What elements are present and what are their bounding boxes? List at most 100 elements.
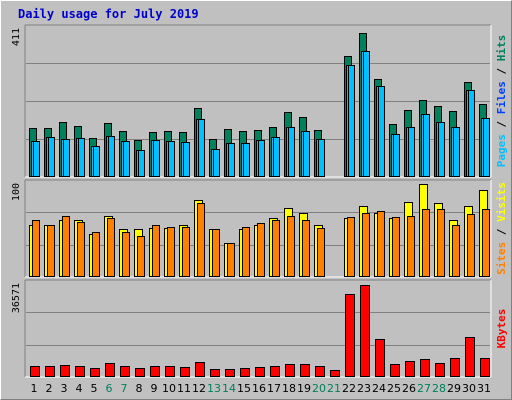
- sites-bar: [182, 227, 190, 277]
- pages-bar: [33, 141, 40, 177]
- sites-bar: [422, 209, 430, 277]
- pages-bar: [183, 142, 190, 177]
- kbytes-bar: [75, 366, 85, 377]
- chart-title: Daily usage for July 2019: [18, 7, 199, 21]
- sites-bar: [407, 216, 415, 277]
- x-tick-label: 20: [312, 382, 326, 395]
- x-tick-label: 21: [327, 382, 341, 395]
- kbytes-bar: [180, 367, 190, 377]
- sites-bar: [482, 209, 490, 277]
- kbytes-bar: [60, 365, 70, 377]
- x-tick-label: 22: [342, 382, 356, 395]
- x-tick-label: 17: [267, 382, 281, 395]
- sites-bar: [47, 225, 55, 277]
- kbytes-bar: [300, 364, 310, 377]
- pages-bar: [303, 131, 310, 177]
- x-tick-label: 24: [372, 382, 386, 395]
- pages-bar: [348, 65, 355, 177]
- side-label-bottom: KBytes: [495, 309, 508, 349]
- pages-bar: [138, 150, 145, 177]
- sites-bar: [242, 227, 250, 277]
- side-label-part: KBytes: [495, 309, 508, 349]
- y-max-label: 411: [11, 28, 22, 46]
- x-tick-label: 6: [106, 382, 113, 395]
- kbytes-bar: [120, 366, 130, 377]
- pages-bar: [468, 90, 475, 177]
- kbytes-bar: [360, 285, 370, 377]
- pages-bar: [63, 139, 70, 177]
- kbytes-bar: [30, 366, 40, 377]
- x-tick-label: 2: [46, 382, 53, 395]
- sites-bar: [467, 214, 475, 277]
- pages-bar: [408, 127, 415, 177]
- pages-bar: [453, 127, 460, 177]
- sites-bar: [32, 220, 40, 277]
- x-tick-label: 10: [162, 382, 176, 395]
- sites-bar: [77, 222, 85, 277]
- kbytes-bar: [240, 368, 250, 377]
- pages-bar: [258, 140, 265, 177]
- kbytes-bar: [105, 363, 115, 377]
- side-label-part: Hits: [495, 35, 508, 62]
- x-tick-label: 31: [477, 382, 491, 395]
- pages-bar: [288, 127, 295, 177]
- sites-bar: [92, 232, 100, 277]
- side-label-part: Files: [495, 81, 508, 114]
- sites-bar: [227, 243, 235, 277]
- pages-bar: [438, 122, 445, 177]
- pages-bar: [48, 137, 55, 177]
- pages-bar: [243, 143, 250, 177]
- sites-bar: [272, 220, 280, 277]
- sites-bar: [362, 213, 370, 277]
- sites-bar: [167, 227, 175, 277]
- x-tick-label: 25: [387, 382, 401, 395]
- pages-bar: [108, 136, 115, 177]
- x-tick-label: 3: [61, 382, 68, 395]
- x-tick-label: 13: [207, 382, 221, 395]
- sites-bar: [287, 216, 295, 277]
- x-tick-label: 28: [432, 382, 446, 395]
- x-tick-label: 19: [297, 382, 311, 395]
- kbytes-bar: [390, 364, 400, 377]
- x-tick-label: 26: [402, 382, 416, 395]
- x-tick-label: 7: [121, 382, 128, 395]
- side-label-part: /: [495, 61, 508, 81]
- x-tick-label: 11: [177, 382, 191, 395]
- kbytes-bar: [435, 363, 445, 377]
- pages-bar: [483, 118, 490, 177]
- kbytes-bar: [345, 294, 355, 377]
- kbytes-bar: [465, 337, 475, 377]
- pages-bar: [93, 146, 100, 177]
- sites-bar: [302, 220, 310, 277]
- kbytes-bar: [375, 339, 385, 377]
- side-label-part: /: [495, 222, 508, 242]
- kbytes-bar: [225, 369, 235, 377]
- side-label-part: /: [495, 114, 508, 134]
- x-tick-label: 14: [222, 382, 236, 395]
- x-tick-label: 9: [151, 382, 158, 395]
- side-label-part: Sites: [495, 242, 508, 275]
- y-max-label: 100: [11, 183, 22, 201]
- sites-bar: [437, 209, 445, 277]
- pages-bar: [423, 114, 430, 177]
- sites-bar: [137, 236, 145, 277]
- x-tick-label: 29: [447, 382, 461, 395]
- pages-bar: [393, 134, 400, 177]
- pages-bar: [78, 138, 85, 177]
- kbytes-bar: [315, 366, 325, 377]
- sites-bar: [122, 232, 130, 277]
- kbytes-bar: [270, 366, 280, 377]
- kbytes-bar: [45, 366, 55, 377]
- pages-bar: [213, 149, 220, 177]
- kbytes-bar: [210, 369, 220, 377]
- x-tick-label: 8: [136, 382, 143, 395]
- sites-bar: [62, 216, 70, 277]
- kbytes-bar: [90, 368, 100, 377]
- x-tick-label: 23: [357, 382, 371, 395]
- sites-bar: [107, 218, 115, 277]
- sites-bar: [392, 217, 400, 277]
- kbytes-bar: [285, 364, 295, 377]
- pages-bar: [378, 86, 385, 177]
- pages-bar: [123, 141, 130, 177]
